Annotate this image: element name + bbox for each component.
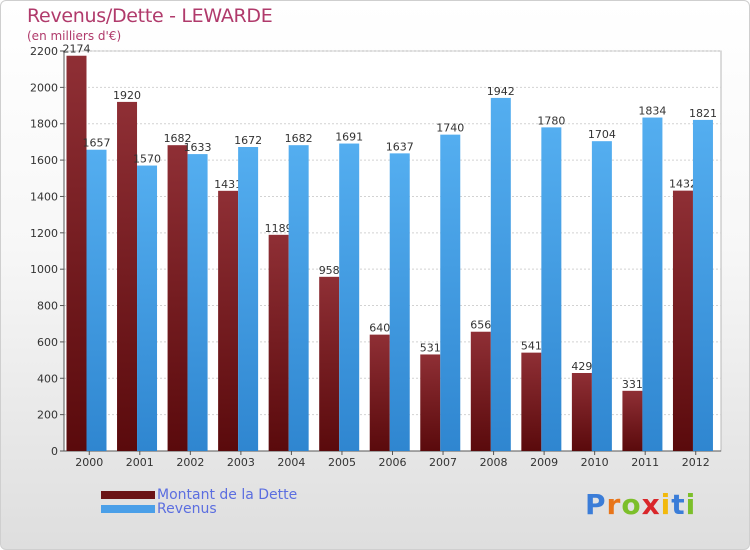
dette-value-label: 541 xyxy=(521,340,542,353)
dette-bar xyxy=(319,276,340,451)
revenus-value-label: 1633 xyxy=(184,141,212,154)
y-tick-label: 1000 xyxy=(30,263,58,276)
dette-value-label: 331 xyxy=(622,378,643,391)
revenus-bar xyxy=(238,147,259,451)
proxiti-logo: Proxiti xyxy=(585,488,696,521)
revenus-value-label: 1570 xyxy=(133,153,161,166)
dette-bar xyxy=(268,234,289,451)
x-tick-label: 2000 xyxy=(75,456,103,469)
legend-item-dette: Montant de la Dette xyxy=(101,488,297,502)
revenus-bar xyxy=(187,154,208,451)
logo-letter: i xyxy=(660,488,672,521)
y-tick-label: 1400 xyxy=(30,190,58,203)
legend: Montant de la Dette Revenus xyxy=(101,488,297,516)
y-tick-label: 400 xyxy=(37,372,58,385)
dette-bar xyxy=(622,390,643,451)
revenus-bar xyxy=(642,117,663,451)
revenus-bar xyxy=(490,97,511,451)
revenus-bar xyxy=(591,141,612,451)
y-tick-label: 200 xyxy=(37,409,58,422)
revenus-bar xyxy=(339,143,360,451)
revenus-value-label: 1691 xyxy=(335,131,363,144)
dette-bar xyxy=(167,145,188,451)
revenus-value-label: 1834 xyxy=(638,105,666,118)
revenus-value-label: 1704 xyxy=(588,128,616,141)
revenus-bar xyxy=(440,134,461,452)
revenus-bar xyxy=(541,127,562,451)
revenus-value-label: 1780 xyxy=(537,114,565,127)
dette-value-label: 531 xyxy=(420,341,441,354)
x-tick-label: 2005 xyxy=(328,456,356,469)
legend-swatch-revenus xyxy=(101,505,155,513)
x-tick-label: 2002 xyxy=(176,456,204,469)
x-tick-label: 2004 xyxy=(277,456,305,469)
revenus-bar xyxy=(137,165,158,451)
revenus-value-label: 1637 xyxy=(386,140,414,153)
x-tick-label: 2011 xyxy=(631,456,659,469)
revenus-bar xyxy=(86,149,107,451)
dette-value-label: 2174 xyxy=(63,43,91,56)
dette-value-label: 1431 xyxy=(214,178,242,191)
x-tick-label: 2001 xyxy=(126,456,154,469)
dette-bar xyxy=(117,101,138,451)
revenus-value-label: 1740 xyxy=(436,122,464,135)
logo-letter: o xyxy=(621,488,642,521)
dette-bar xyxy=(571,373,592,451)
dette-value-label: 1189 xyxy=(265,222,293,235)
dette-value-label: 1682 xyxy=(164,132,192,145)
revenus-value-label: 1682 xyxy=(285,132,313,145)
x-tick-label: 2007 xyxy=(429,456,457,469)
dette-bar xyxy=(369,334,390,451)
y-tick-label: 600 xyxy=(37,336,58,349)
legend-item-revenus: Revenus xyxy=(101,502,297,516)
revenus-bar xyxy=(389,153,410,451)
revenus-bar xyxy=(692,119,713,451)
x-tick-label: 2010 xyxy=(581,456,609,469)
y-tick-label: 1600 xyxy=(30,154,58,167)
dette-value-label: 1920 xyxy=(113,89,141,102)
x-tick-label: 2012 xyxy=(682,456,710,469)
dette-bar xyxy=(470,331,491,451)
y-tick-label: 1800 xyxy=(30,118,58,131)
dette-bar xyxy=(521,352,542,451)
dette-value-label: 958 xyxy=(319,264,340,277)
y-tick-label: 2000 xyxy=(30,81,58,94)
dette-value-label: 429 xyxy=(571,360,592,373)
dette-value-label: 656 xyxy=(470,319,491,332)
dette-bar xyxy=(218,190,239,451)
logo-letter: x xyxy=(641,488,661,521)
y-tick-label: 2200 xyxy=(30,45,58,58)
legend-label-revenus: Revenus xyxy=(157,501,217,517)
x-tick-label: 2008 xyxy=(480,456,508,469)
y-tick-label: 0 xyxy=(51,445,58,458)
chart-title: Revenus/Dette - LEWARDE xyxy=(27,5,273,27)
logo-letter: r xyxy=(606,488,622,521)
legend-swatch-dette xyxy=(101,491,155,499)
revenus-value-label: 1672 xyxy=(234,134,262,147)
dette-value-label: 640 xyxy=(369,322,390,335)
logo-letter: P xyxy=(585,488,607,521)
revenus-value-label: 1821 xyxy=(689,107,717,120)
y-tick-label: 800 xyxy=(37,300,58,313)
revenus-value-label: 1657 xyxy=(83,137,111,150)
legend-label-dette: Montant de la Dette xyxy=(157,487,298,503)
dette-value-label: 1432 xyxy=(669,178,697,191)
logo-letter: i xyxy=(685,488,697,521)
dette-bar xyxy=(420,354,441,451)
chart-subtitle: (en milliers d'€) xyxy=(27,29,122,43)
logo-letter: t xyxy=(671,488,686,521)
revenus-bar xyxy=(288,145,309,451)
dette-bar xyxy=(672,190,693,452)
dette-bar xyxy=(66,55,87,452)
y-tick-label: 1200 xyxy=(30,227,58,240)
x-tick-label: 2006 xyxy=(379,456,407,469)
x-tick-label: 2009 xyxy=(530,456,558,469)
revenus-value-label: 1942 xyxy=(487,85,515,98)
x-tick-label: 2003 xyxy=(227,456,255,469)
